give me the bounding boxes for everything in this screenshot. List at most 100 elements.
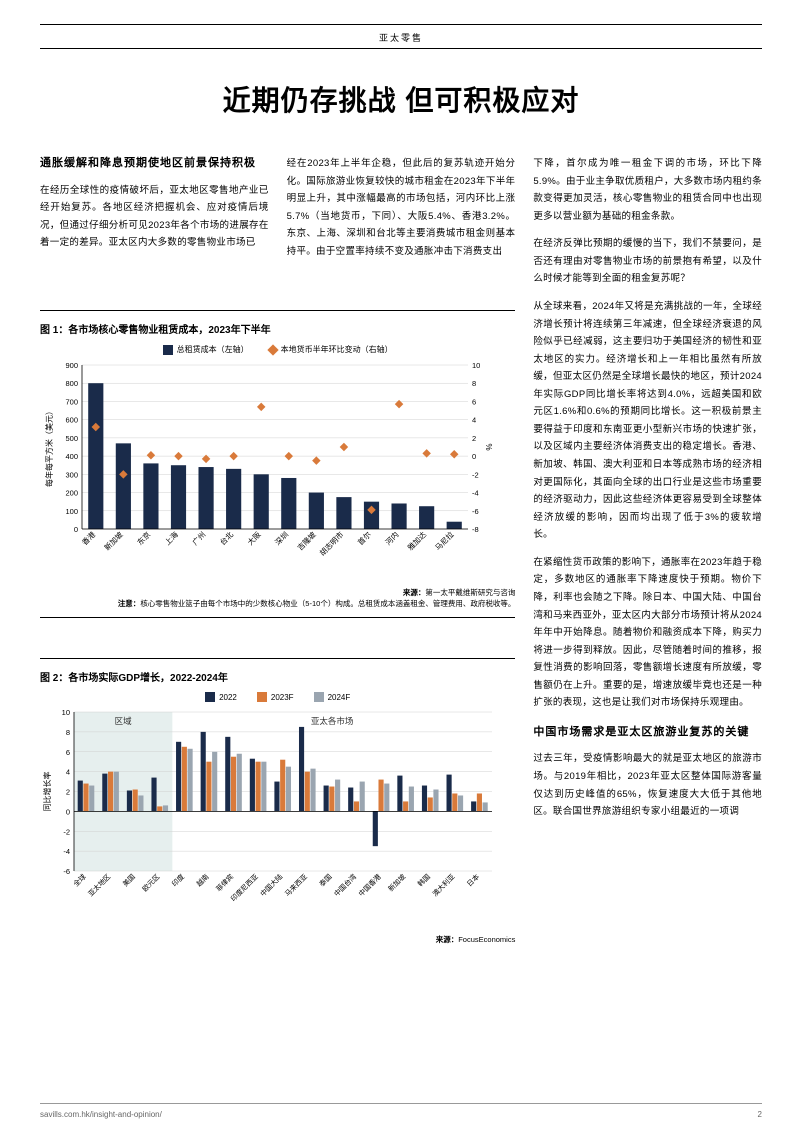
content-columns: 通胀缓解和降息预期使地区前景保持积极 在经历全球性的疫情破坏后，亚太地区零售地产… [40,155,762,954]
svg-text:河内: 河内 [383,530,401,548]
svg-text:2: 2 [472,434,476,443]
svg-text:10: 10 [472,361,480,370]
svg-text:越南: 越南 [194,872,210,888]
svg-text:600: 600 [65,416,78,425]
svg-text:韩国: 韩国 [416,872,432,888]
svg-text:400: 400 [65,452,78,461]
chart2-legend-2023: 2023F [257,692,294,702]
left-two-columns: 通胀缓解和降息预期使地区前景保持积极 在经历全球性的疫情破坏后，亚太地区零售地产… [40,155,515,954]
page: 亚太零售 近期仍存挑战 但可积极应对 通胀缓解和降息预期使地区前景保持积极 在经… [0,0,802,1133]
svg-text:上海: 上海 [162,529,180,547]
col3-p1: 下降，首尔成为唯一租金下调的市场，环比下降5.9%。由于业主争取优质租户，大多数… [533,155,762,225]
col2: 经在2023年上半年企稳，但此后的复苏轨迹开始分化。国际旅游业恢复较快的城市租金… [287,155,516,270]
chart1-canvas: 0100200300400500600700800900-8-6-4-20246… [40,359,515,584]
chart2-title: 图 2：各市场实际GDP增长，2022-2024年 [40,658,515,684]
main-title: 近期仍存挑战 但可积极应对 [40,79,762,119]
svg-text:10: 10 [62,708,70,717]
svg-text:泰国: 泰国 [317,872,333,888]
bar-swatch-2023 [257,692,267,702]
bar-swatch-2022 [205,692,215,702]
svg-text:首尔: 首尔 [355,529,373,547]
svg-text:-2: -2 [63,828,70,837]
svg-text:大阪: 大阪 [245,529,263,547]
svg-text:美国: 美国 [121,872,137,888]
bar-swatch [163,345,173,355]
svg-text:马来西亚: 马来西亚 [284,873,309,898]
svg-text:-2: -2 [472,471,479,480]
col3-p2: 在经济反弹比预期的缓慢的当下，我们不禁要问，是否还有理由对零售物业市场的前景抱有… [533,235,762,288]
svg-text:同比增长率: 同比增长率 [42,772,52,812]
svg-text:0: 0 [472,452,476,461]
svg-text:亚太各市场: 亚太各市场 [311,716,354,726]
svg-text:4: 4 [66,768,70,777]
svg-text:亚太地区: 亚太地区 [86,872,112,898]
bar-swatch-2024 [314,692,324,702]
chart1-legend: 总租赁成本（左轴） 本地货币半年环比变动（右轴） [40,344,515,355]
svg-text:中国香港: 中国香港 [357,872,383,898]
svg-text:800: 800 [65,380,78,389]
chart1-notes: 来源：第一太平戴维斯研究与咨询 注意：核心零售物业篮子由每个市场中的少数核心物业… [40,588,515,618]
col3-p5: 过去三年，受疫情影响最大的就是亚太地区的旅游市场。与2019年相比，2023年亚… [533,750,762,820]
chart2-legend-2022: 2022 [205,692,237,702]
header-category: 亚太零售 [40,27,762,49]
col1: 通胀缓解和降息预期使地区前景保持积极 在经历全球性的疫情破坏后，亚太地区零售地产… [40,155,269,270]
svg-text:700: 700 [65,398,78,407]
svg-text:900: 900 [65,361,78,370]
chart1-legend-bar: 总租赁成本（左轴） [163,344,249,355]
footer-url: savills.com.hk/insight-and-opinion/ [40,1110,162,1119]
subhead-1: 通胀缓解和降息预期使地区前景保持积极 [40,155,269,172]
svg-text:区域: 区域 [115,716,133,726]
col3-body: 下降，首尔成为唯一租金下调的市场，环比下降5.9%。由于业主争取优质租户，大多数… [533,155,762,821]
svg-text:新加坡: 新加坡 [386,872,407,893]
chart2-legend-2024: 2024F [314,692,351,702]
svg-text:-4: -4 [63,848,70,857]
svg-text:6: 6 [472,398,476,407]
svg-text:东京: 东京 [135,529,153,547]
svg-text:台北: 台北 [217,529,235,547]
svg-text:中国台湾: 中国台湾 [332,872,358,898]
page-footer: savills.com.hk/insight-and-opinion/ 2 [40,1103,762,1119]
subhead-2: 中国市场需求是亚太区旅游业复苏的关键 [533,724,762,741]
col1-p1: 在经历全球性的疫情破坏后，亚太地区零售地产业已经开始复苏。各地区经济把握机会、应… [40,182,269,252]
svg-text:-6: -6 [472,507,479,516]
col1-body: 在经历全球性的疫情破坏后，亚太地区零售地产业已经开始复苏。各地区经济把握机会、应… [40,182,269,252]
svg-text:6: 6 [66,748,70,757]
svg-text:新加坡: 新加坡 [102,529,125,552]
col3-p4: 在紧缩性货币政策的影响下，通胀率在2023年趋于稳定，多数地区的通胀率下降速度快… [533,554,762,712]
svg-text:500: 500 [65,434,78,443]
col3: 下降，首尔成为唯一租金下调的市场，环比下降5.9%。由于业主争取优质租户，大多数… [533,155,762,954]
svg-text:每年每平方米（美元）: 每年每平方米（美元） [44,407,54,487]
diamond-swatch [267,344,278,355]
svg-text:欧元区: 欧元区 [140,872,161,893]
svg-text:深圳: 深圳 [273,530,291,548]
svg-text:胡志明市: 胡志明市 [317,529,346,558]
svg-text:广州: 广州 [190,530,208,548]
chart2-section: 图 2：各市场实际GDP增长，2022-2024年 2022 2023F 202… [40,644,515,954]
svg-text:澳大利亚: 澳大利亚 [430,872,456,898]
chart1-section: 图 1：各市场核心零售物业租赁成本，2023年下半年 总租赁成本（左轴） 本地货… [40,296,515,618]
svg-text:全球: 全球 [71,872,87,888]
svg-text:-8: -8 [472,525,479,534]
col2-p1: 经在2023年上半年企稳，但此后的复苏轨迹开始分化。国际旅游业恢复较快的城市租金… [287,155,516,260]
chart1-title: 图 1：各市场核心零售物业租赁成本，2023年下半年 [40,310,515,336]
chart1-legend-diamond: 本地货币半年环比变动（右轴） [269,344,393,355]
svg-text:中国大陆: 中国大陆 [258,872,284,898]
col3-p3: 从全球来看，2024年又将是充满挑战的一年，全球经济增长预计将连续第三年减速，但… [533,298,762,544]
svg-text:印度: 印度 [170,872,186,888]
svg-text:菲律宾: 菲律宾 [214,872,235,893]
col2-body: 经在2023年上半年企稳，但此后的复苏轨迹开始分化。国际旅游业恢复较快的城市租金… [287,155,516,260]
svg-text:日本: 日本 [465,872,481,888]
chart2-legend: 2022 2023F 2024F [40,692,515,702]
svg-text:4: 4 [472,416,476,425]
svg-text:200: 200 [65,489,78,498]
svg-text:马尼拉: 马尼拉 [433,529,456,552]
svg-text:0: 0 [66,808,70,817]
svg-text:2: 2 [66,788,70,797]
chart2-notes: 来源：FocusEconomics [40,935,515,954]
chart1-svg: 0100200300400500600700800900-8-6-4-20246… [40,359,500,584]
svg-text:吉隆坡: 吉隆坡 [295,529,318,552]
svg-text:8: 8 [472,380,476,389]
svg-text:0: 0 [74,525,78,534]
svg-text:香港: 香港 [80,529,98,547]
svg-text:300: 300 [65,471,78,480]
